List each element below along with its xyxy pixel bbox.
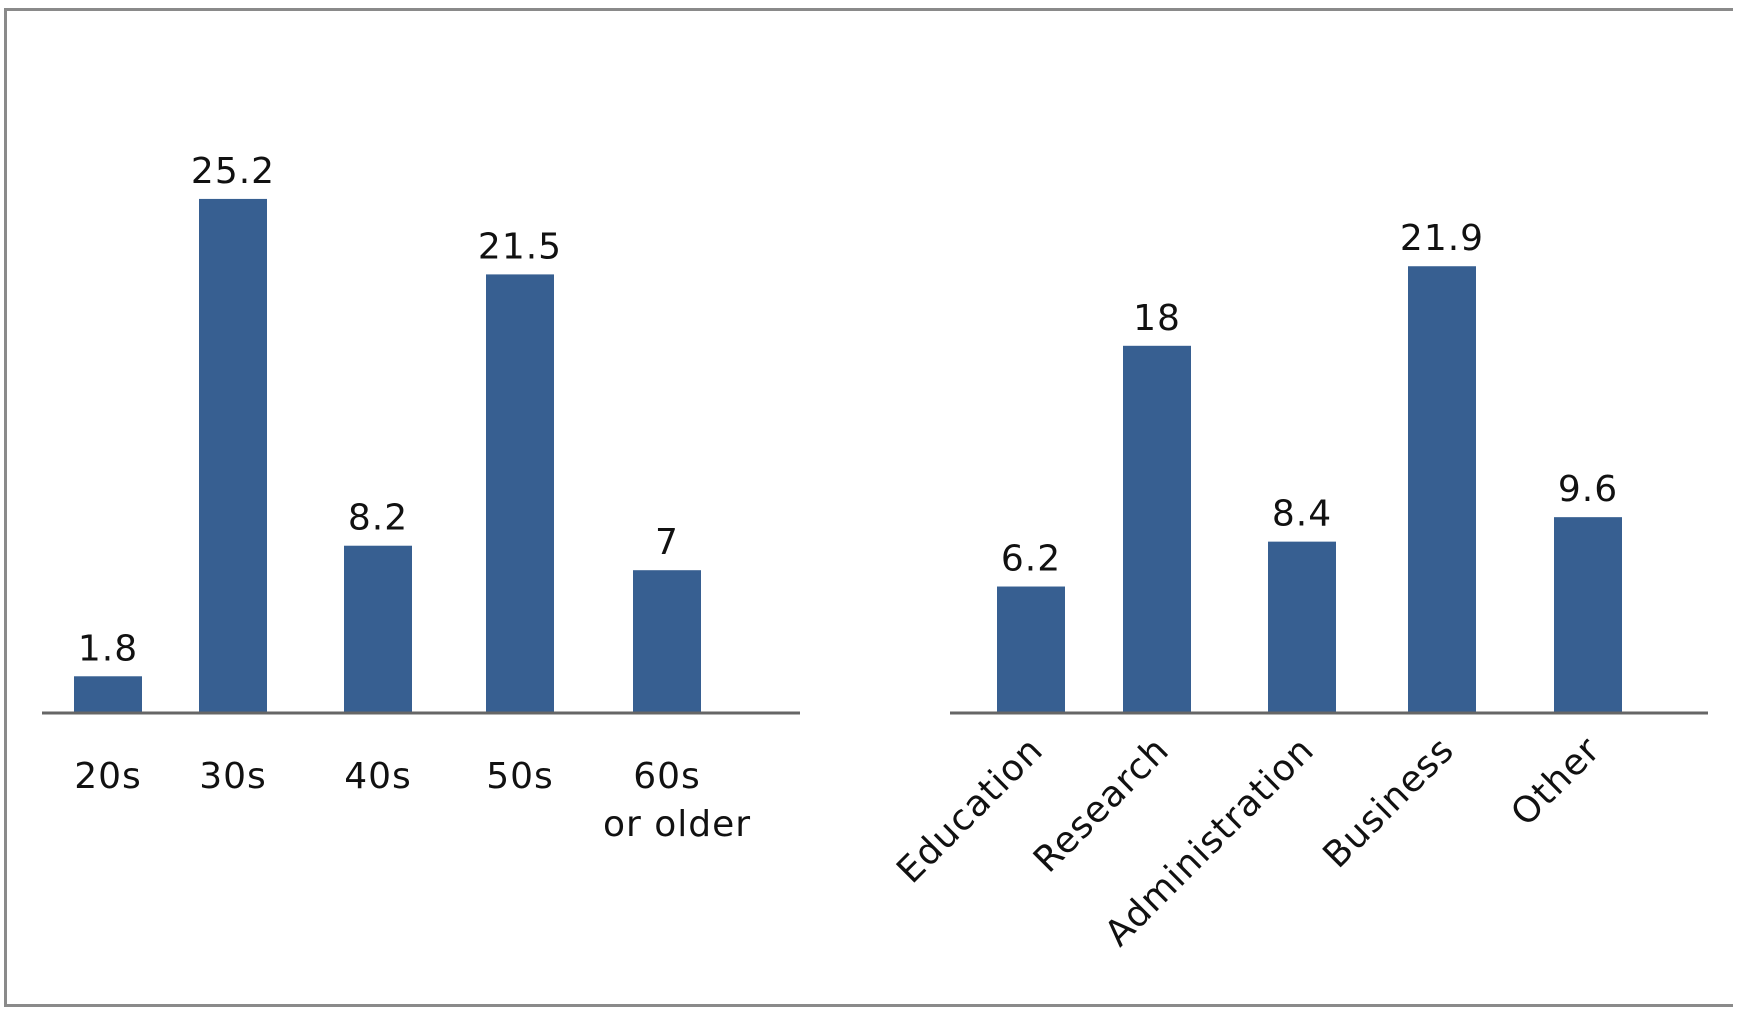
tick-label-40s: 40s [344, 756, 412, 797]
tick-label-business: Business [1315, 729, 1462, 876]
bar-education [997, 586, 1065, 713]
bar-30s [199, 198, 267, 714]
bar-administration [1268, 541, 1336, 713]
bar-other [1554, 517, 1622, 713]
occupation-bar-chart: 6.2188.421.99.6EducationResearchAdminist… [889, 218, 1708, 955]
data-label-50s: 21.5 [478, 226, 562, 267]
data-label-business: 21.9 [1400, 218, 1484, 259]
tick-label-20s: 20s [74, 756, 142, 797]
bar-20s [74, 676, 142, 713]
tick-label-60s: 60s or older [603, 756, 751, 845]
data-label-30s: 25.2 [191, 151, 275, 192]
data-label-administration: 8.4 [1272, 494, 1332, 535]
data-label-20s: 1.8 [78, 628, 138, 669]
data-label-40s: 8.2 [348, 498, 408, 539]
data-label-other: 9.6 [1558, 469, 1618, 510]
tick-label-education: Education [889, 729, 1051, 891]
bar-60s [633, 570, 701, 713]
bar-business [1408, 266, 1476, 713]
age-group-bar-chart: 1.8 25.2 8.2 21.5 7 20s 30s 40s 50s 60s or older [42, 151, 800, 845]
data-label-research: 18 [1133, 298, 1181, 339]
data-label-education: 6.2 [1001, 539, 1061, 580]
tick-label-30s: 30s [199, 756, 267, 797]
tick-label-50s: 50s [486, 756, 554, 797]
tick-label-research: Research [1026, 729, 1177, 880]
tick-label-other: Other [1504, 729, 1609, 834]
bar-40s [344, 545, 412, 713]
bar-50s [486, 274, 554, 713]
bar-research [1123, 345, 1191, 713]
data-label-60s: 7 [655, 522, 679, 563]
